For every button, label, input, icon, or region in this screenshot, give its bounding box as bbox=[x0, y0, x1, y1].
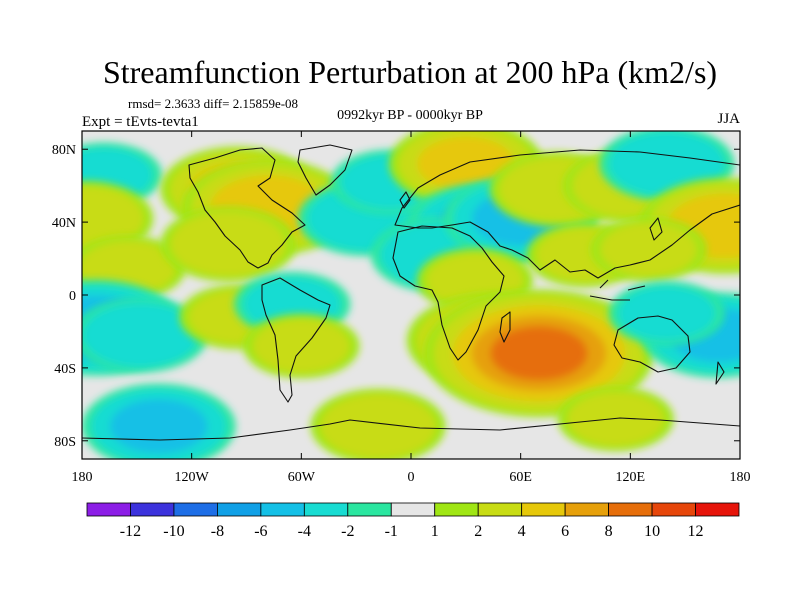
colorbar-swatch bbox=[695, 502, 740, 517]
coastline-south-america bbox=[261, 277, 331, 403]
y-tick-label: 0 bbox=[69, 289, 76, 304]
colorbar-label: 12 bbox=[688, 523, 704, 540]
contour-band bbox=[82, 302, 199, 368]
contour-band bbox=[170, 211, 287, 277]
colorbar-label: 2 bbox=[474, 523, 482, 540]
x-axis-ticks: 180 120W 60W 0 60E 120E 180 bbox=[72, 131, 751, 485]
coastline-eurasia bbox=[394, 149, 740, 279]
colorbar-swatch bbox=[390, 502, 436, 517]
colorbar-swatch bbox=[434, 502, 479, 517]
colorbar-label: -6 bbox=[254, 523, 267, 540]
coastline-greenland bbox=[297, 144, 353, 196]
y-tick-label: 40N bbox=[52, 216, 76, 231]
colorbar-label: 1 bbox=[431, 523, 439, 540]
field-center bbox=[160, 206, 296, 282]
experiment-label: Expt = tEvts-tevta1 bbox=[82, 114, 199, 130]
contour-band bbox=[252, 319, 350, 374]
coastline-new-zealand bbox=[715, 361, 725, 385]
contour-band bbox=[320, 393, 437, 459]
x-tick-label: 60W bbox=[288, 470, 316, 485]
field-center bbox=[590, 217, 707, 282]
map-plot-area: 180 120W 60W 0 60E 120E 180 80N 40N 0 40S 80S bbox=[52, 130, 751, 485]
period-label: 0992kyr BP - 0000kyr BP bbox=[337, 108, 483, 123]
contour-band bbox=[110, 399, 208, 454]
colorbar-label: -4 bbox=[298, 523, 311, 540]
chart-title: Streamfunction Perturbation at 200 hPa (… bbox=[103, 54, 717, 90]
coastline-indonesia bbox=[589, 279, 646, 301]
x-tick-label: 60E bbox=[509, 470, 532, 485]
coastline-uk bbox=[399, 191, 411, 209]
x-tick-label: 0 bbox=[408, 470, 415, 485]
field-center bbox=[608, 280, 725, 346]
coastlines bbox=[82, 144, 740, 441]
colorbar-label: 10 bbox=[644, 523, 660, 540]
colorbar-label: -10 bbox=[163, 523, 184, 540]
contour-field bbox=[82, 131, 740, 459]
colorbar-label: 4 bbox=[518, 523, 526, 540]
coastline-antarctica bbox=[82, 417, 740, 441]
field-center bbox=[243, 313, 360, 379]
colorbar-label: -12 bbox=[120, 523, 141, 540]
colorbar-swatch bbox=[216, 502, 262, 517]
colorbar-swatch bbox=[130, 502, 175, 517]
contour-band bbox=[82, 186, 144, 251]
colorbar-swatch bbox=[260, 502, 305, 517]
coastline-north-america bbox=[188, 147, 306, 269]
x-tick-label: 120W bbox=[175, 470, 210, 485]
coastline-japan bbox=[649, 217, 663, 241]
colorbar-swatch bbox=[651, 502, 696, 517]
field-center bbox=[82, 297, 208, 373]
stats-label: rmsd= 2.3633 diff= 2.15859e-08 bbox=[128, 96, 298, 111]
x-tick-label: 120E bbox=[616, 470, 646, 485]
colorbar: -12 -10 -8 -6 -4 -2 -1 1 2 4 6 8 10 12 bbox=[86, 502, 740, 540]
field-center bbox=[424, 289, 654, 418]
colorbar-label: -1 bbox=[385, 523, 398, 540]
y-tick-label: 40S bbox=[54, 362, 76, 377]
colorbar-swatch bbox=[303, 502, 349, 517]
colorbar-swatch bbox=[86, 502, 131, 517]
colorbar-swatch bbox=[608, 502, 653, 517]
colorbar-swatch bbox=[347, 502, 392, 517]
colorbar-label: -8 bbox=[211, 523, 224, 540]
x-tick-label: 180 bbox=[72, 470, 93, 485]
colorbar-label: -2 bbox=[341, 523, 354, 540]
coastline-madagascar bbox=[499, 311, 511, 343]
y-tick-label: 80S bbox=[54, 435, 76, 450]
season-label: JJA bbox=[717, 111, 740, 127]
y-axis-ticks: 80N 40N 0 40S 80S bbox=[52, 143, 740, 450]
contour-band bbox=[618, 286, 716, 341]
field-center bbox=[310, 388, 446, 459]
y-tick-label: 80N bbox=[52, 143, 76, 158]
colorbar-label: 6 bbox=[561, 523, 569, 540]
coastline-australia bbox=[613, 315, 691, 373]
x-tick-label: 180 bbox=[730, 470, 751, 485]
coastline-africa bbox=[392, 225, 505, 361]
contour-band bbox=[600, 222, 698, 277]
colorbar-swatch bbox=[477, 502, 523, 517]
field-center bbox=[82, 383, 236, 459]
colorbar-swatch bbox=[173, 502, 218, 517]
colorbar-swatch bbox=[521, 502, 566, 517]
colorbar-label: 8 bbox=[605, 523, 613, 540]
contour-band bbox=[608, 131, 725, 197]
colorbar-swatch bbox=[564, 502, 610, 517]
contour-band bbox=[490, 326, 588, 381]
